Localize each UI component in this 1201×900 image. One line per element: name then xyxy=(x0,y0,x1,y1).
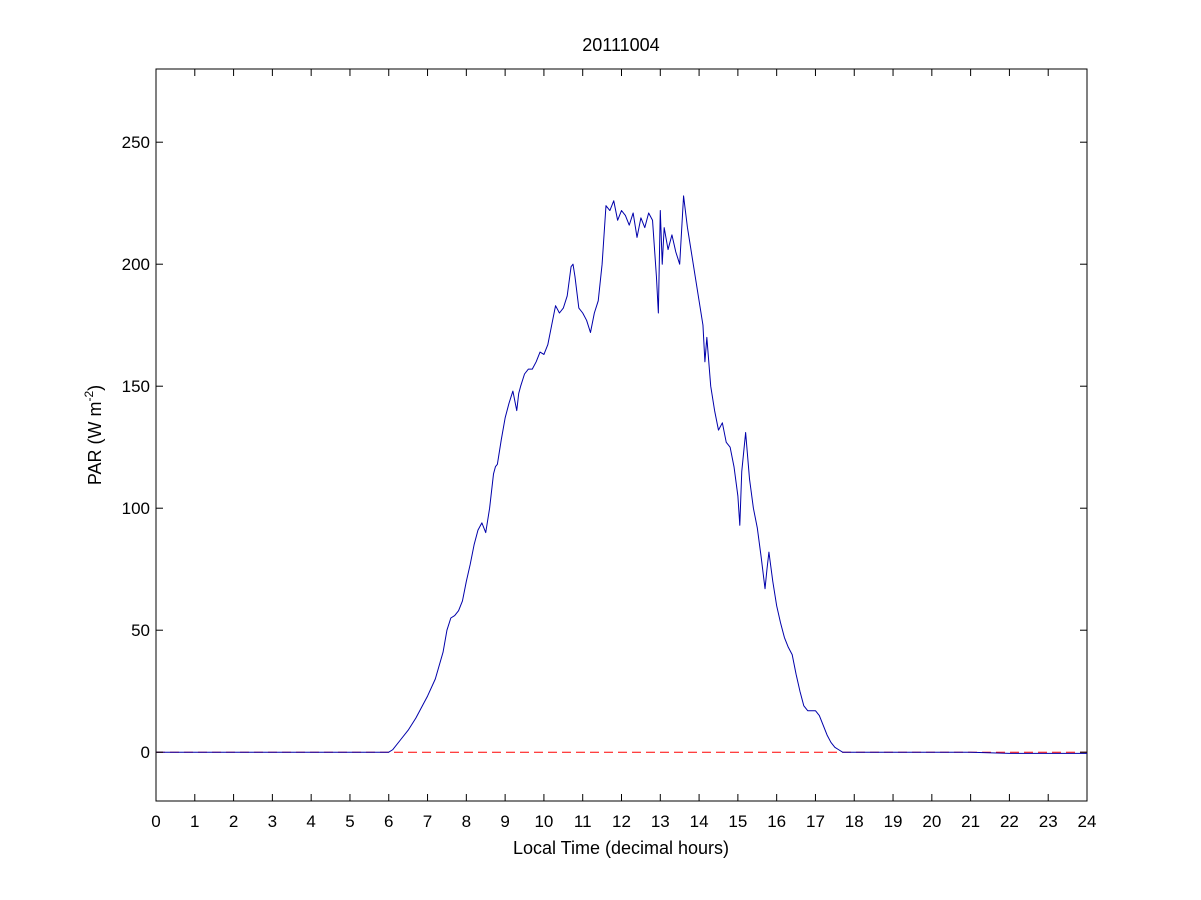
y-tick-label: 100 xyxy=(122,499,150,518)
series-layer xyxy=(156,195,1087,754)
x-tick-label: 13 xyxy=(651,812,670,831)
y-axis-label-close: ) xyxy=(85,385,105,391)
x-tick-label: 3 xyxy=(268,812,277,831)
x-tick-label: 1 xyxy=(190,812,199,831)
x-tick-label: 12 xyxy=(612,812,631,831)
y-axis-label-text: PAR (W m xyxy=(85,402,105,486)
y-tick-label: 50 xyxy=(131,621,150,640)
x-tick-label: 7 xyxy=(423,812,432,831)
x-tick-label: 5 xyxy=(345,812,354,831)
y-tick-label: 150 xyxy=(122,377,150,396)
x-tick-label: 15 xyxy=(728,812,747,831)
x-axis-label: Local Time (decimal hours) xyxy=(513,838,729,858)
y-tick-label: 200 xyxy=(122,255,150,274)
y-tick-label: 0 xyxy=(141,743,150,762)
x-tick-label: 9 xyxy=(500,812,509,831)
y-tick-label: 250 xyxy=(122,133,150,152)
x-tick-label: 24 xyxy=(1078,812,1097,831)
plot-area: 0 1 2 3 4 5 6 7 8 9 10 11 12 13 14 15 16 17 18 19 20 21 22 23 24… xyxy=(122,68,1096,831)
x-tick-label: 10 xyxy=(534,812,553,831)
y-axis-ticks: 0 50 100 150 200 250 xyxy=(122,133,1087,762)
x-tick-label: 6 xyxy=(384,812,393,831)
x-tick-label: 16 xyxy=(767,812,786,831)
par-series-line xyxy=(156,195,1087,754)
x-tick-label: 11 xyxy=(574,812,592,831)
x-tick-label: 23 xyxy=(1039,812,1058,831)
x-tick-label: 20 xyxy=(922,812,941,831)
x-tick-label: 8 xyxy=(462,812,471,831)
x-tick-label: 18 xyxy=(845,812,864,831)
x-tick-label: 2 xyxy=(229,812,238,831)
x-tick-label: 4 xyxy=(306,812,315,831)
x-tick-label: 22 xyxy=(1000,812,1019,831)
x-tick-label: 19 xyxy=(884,812,903,831)
x-tick-label: 0 xyxy=(151,812,160,831)
x-tick-label: 21 xyxy=(961,812,980,831)
y-axis-label: PAR (W m-2) xyxy=(82,385,105,485)
x-tick-label: 14 xyxy=(690,812,709,831)
x-axis-ticks: 0 1 2 3 4 5 6 7 8 9 10 11 12 13 14 15 16 17 18 19 20 21 22 23 24 xyxy=(151,69,1096,831)
plot-frame xyxy=(155,68,1088,802)
chart-title: 20111004 xyxy=(582,35,659,55)
x-tick-label: 17 xyxy=(806,812,825,831)
y-axis-label-superscript: -2 xyxy=(82,391,96,402)
